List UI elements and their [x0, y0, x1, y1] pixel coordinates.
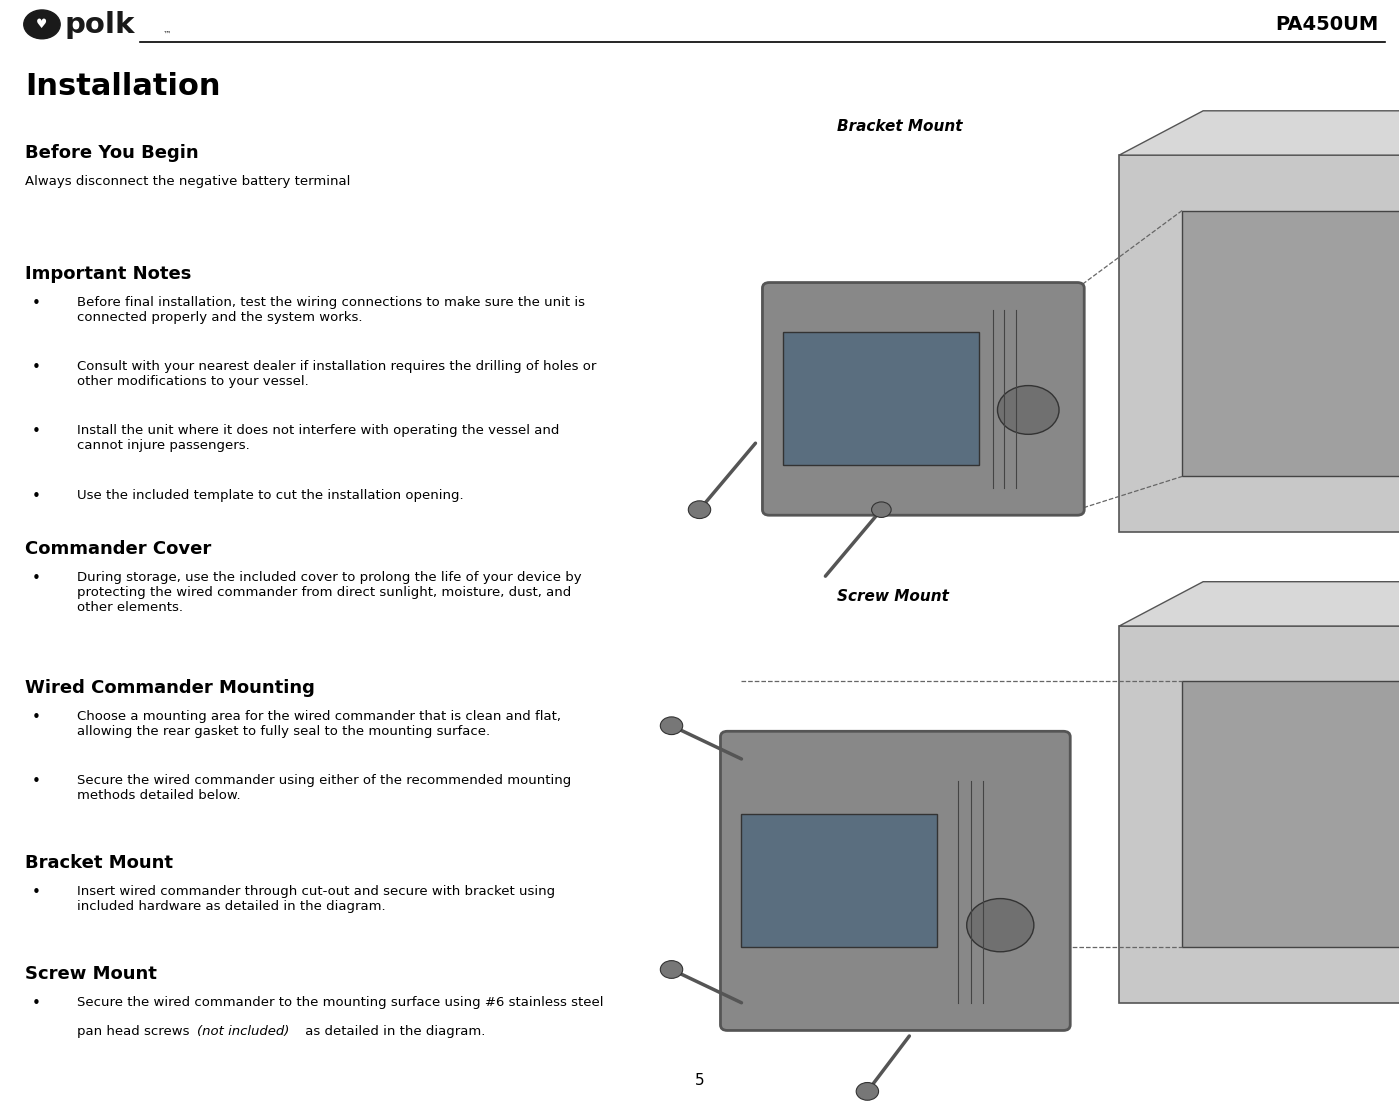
FancyBboxPatch shape [762, 283, 1084, 515]
Bar [1182, 211, 1399, 476]
Text: •: • [32, 571, 41, 586]
Text: Use the included template to cut the installation opening.: Use the included template to cut the ins… [77, 489, 463, 502]
Bar [783, 332, 979, 465]
Text: Bracket Mount: Bracket Mount [837, 119, 963, 134]
Text: •: • [32, 885, 41, 901]
Bar [1119, 155, 1399, 532]
Text: ♥: ♥ [36, 18, 48, 31]
Text: 5: 5 [695, 1073, 704, 1088]
Text: ™: ™ [162, 30, 171, 39]
Polygon shape [1119, 582, 1399, 626]
Text: PA450UM: PA450UM [1274, 14, 1378, 34]
Text: polk: polk [64, 11, 134, 40]
Text: Insert wired commander through cut-out and secure with bracket using
included ha: Insert wired commander through cut-out a… [77, 885, 555, 913]
Circle shape [856, 1083, 879, 1100]
Text: Secure the wired commander to the mounting surface using #6 stainless steel: Secure the wired commander to the mounti… [77, 996, 603, 1009]
Text: (not included): (not included) [197, 1025, 290, 1038]
Text: Before final installation, test the wiring connections to make sure the unit is
: Before final installation, test the wiri… [77, 296, 585, 324]
Circle shape [688, 501, 711, 519]
Text: pan head screws: pan head screws [77, 1025, 193, 1038]
Text: •: • [32, 996, 41, 1012]
Bar [1119, 626, 1399, 1003]
Text: •: • [32, 489, 41, 504]
Text: Before You Begin: Before You Begin [25, 144, 199, 162]
Text: Commander Cover: Commander Cover [25, 540, 211, 557]
Text: Choose a mounting area for the wired commander that is clean and flat,
allowing : Choose a mounting area for the wired com… [77, 710, 561, 738]
Text: •: • [32, 296, 41, 311]
Text: •: • [32, 710, 41, 726]
Text: •: • [32, 424, 41, 440]
Text: Screw Mount: Screw Mount [837, 589, 949, 605]
Circle shape [24, 10, 60, 39]
Text: Screw Mount: Screw Mount [25, 965, 157, 983]
FancyBboxPatch shape [720, 731, 1070, 1030]
Polygon shape [1119, 111, 1399, 155]
Circle shape [872, 502, 891, 517]
Circle shape [997, 386, 1059, 434]
Circle shape [967, 899, 1034, 952]
Circle shape [660, 961, 683, 978]
Text: •: • [32, 360, 41, 376]
Text: Important Notes: Important Notes [25, 265, 192, 283]
Text: •: • [32, 774, 41, 790]
Bar [741, 814, 937, 947]
Text: During storage, use the included cover to prolong the life of your device by
pro: During storage, use the included cover t… [77, 571, 582, 614]
Text: Always disconnect the negative battery terminal: Always disconnect the negative battery t… [25, 175, 351, 188]
Text: Install the unit where it does not interfere with operating the vessel and
canno: Install the unit where it does not inter… [77, 424, 560, 452]
Text: Wired Commander Mounting: Wired Commander Mounting [25, 679, 315, 697]
Text: Consult with your nearest dealer if installation requires the drilling of holes : Consult with your nearest dealer if inst… [77, 360, 596, 388]
Text: Installation: Installation [25, 72, 221, 101]
Text: Bracket Mount: Bracket Mount [25, 854, 173, 872]
Text: Secure the wired commander using either of the recommended mounting
methods deta: Secure the wired commander using either … [77, 774, 571, 802]
Bar [1182, 681, 1399, 947]
Circle shape [660, 717, 683, 735]
Text: as detailed in the diagram.: as detailed in the diagram. [302, 1025, 485, 1038]
